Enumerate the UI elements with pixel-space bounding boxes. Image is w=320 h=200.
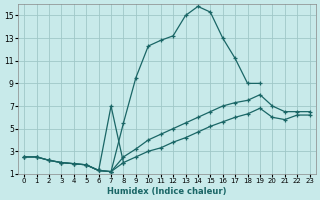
X-axis label: Humidex (Indice chaleur): Humidex (Indice chaleur) bbox=[107, 187, 227, 196]
